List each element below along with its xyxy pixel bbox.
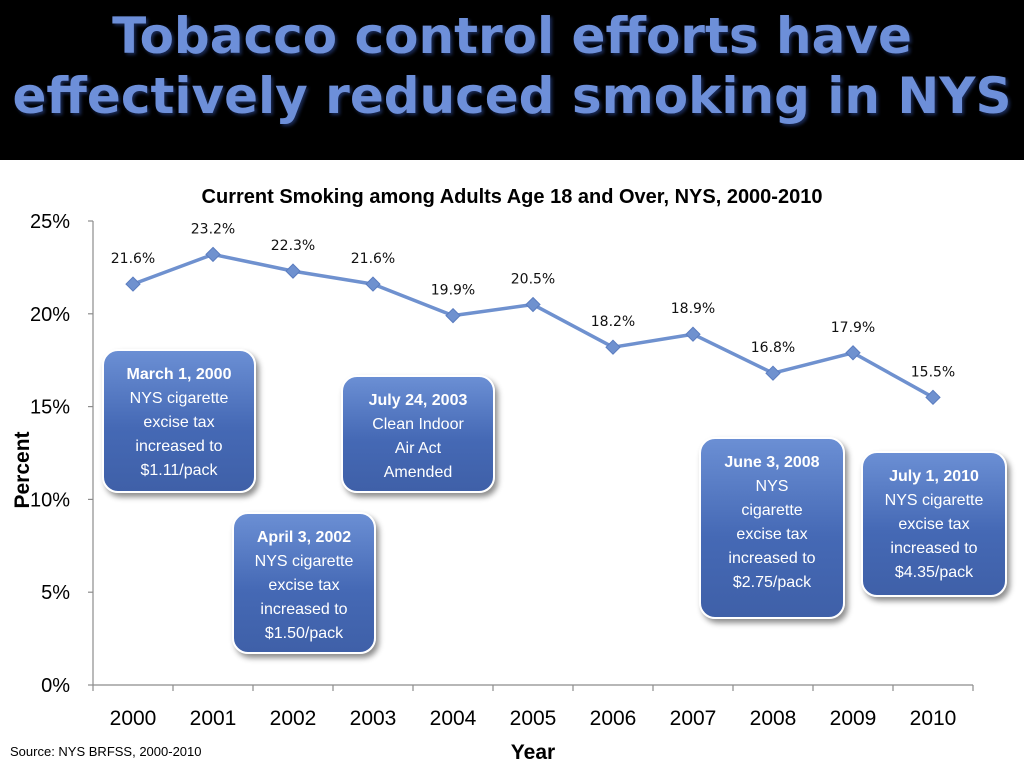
data-point-marker [925, 389, 941, 406]
data-label: 18.9% [671, 301, 715, 317]
data-label: 15.5% [911, 364, 955, 380]
slide-title-line-1: Tobacco control efforts have [112, 7, 912, 65]
data-label: 16.8% [751, 340, 795, 356]
callout-date: July 1, 2010 [889, 468, 979, 485]
data-label: 23.2% [191, 221, 235, 237]
data-point-marker [365, 276, 381, 292]
callout-body: Clean Indoor Air Act Amended [372, 416, 464, 481]
callout-march-2000: March 1, 2000 NYS cigarette excise tax i… [102, 349, 256, 493]
callout-date: March 1, 2000 [126, 366, 232, 383]
data-point-marker [765, 365, 781, 381]
callout-date: April 3, 2002 [256, 529, 352, 546]
slide-title-line-2: effectively reduced smoking in NYS [12, 67, 1012, 125]
callout-body: NYS cigarette excise tax increased to $4… [884, 492, 984, 581]
callout-july-2003: July 24, 2003 Clean Indoor Air Act Amend… [341, 375, 495, 493]
data-label: 21.6% [351, 251, 395, 267]
y-tick-label: 15% [30, 397, 70, 419]
data-label: 21.6% [111, 251, 155, 267]
x-tick-label: 2003 [350, 707, 397, 730]
x-tick-label: 2010 [910, 707, 957, 730]
callout-june-2008: June 3, 2008 NYS cigarette excise tax in… [699, 437, 845, 619]
data-point-marker [125, 276, 141, 292]
data-label: 17.9% [831, 320, 875, 336]
data-label: 22.3% [271, 238, 315, 254]
source-note: Source: NYS BRFSS, 2000-2010 [10, 744, 202, 759]
x-tick-label: 2006 [590, 707, 637, 730]
data-point-marker [605, 339, 621, 355]
callout-body: NYS cigarette excise tax increased to $1… [129, 390, 229, 479]
y-tick-label: 5% [41, 582, 70, 604]
x-tick-label: 2008 [750, 707, 797, 730]
x-axis-title: Year [511, 741, 555, 764]
data-label: 20.5% [511, 272, 555, 288]
y-axis-title: Percent [11, 431, 34, 508]
title-banner: Tobacco control efforts have effectively… [0, 0, 1024, 160]
callout-body: NYS cigarette excise tax increased to $1… [254, 553, 354, 642]
y-tick-label: 25% [30, 211, 70, 233]
y-tick-label: 10% [30, 489, 70, 511]
callout-april-2002: April 3, 2002 NYS cigarette excise tax i… [232, 512, 376, 654]
callout-date: June 3, 2008 [724, 454, 820, 471]
data-label: 19.9% [431, 283, 475, 299]
data-point-marker [285, 263, 301, 279]
slide-title: Tobacco control efforts have effectively… [0, 6, 1024, 126]
callout-date: July 24, 2003 [368, 392, 468, 409]
data-label: 18.2% [591, 314, 635, 330]
x-tick-label: 2004 [430, 707, 477, 730]
chart-title: Current Smoking among Adults Age 18 and … [201, 186, 823, 208]
y-tick-label: 20% [30, 304, 70, 326]
data-point-marker [205, 246, 221, 263]
x-tick-label: 2007 [670, 707, 717, 730]
x-tick-label: 2000 [110, 707, 157, 730]
x-tick-label: 2001 [190, 707, 237, 730]
callout-july-2010: July 1, 2010 NYS cigarette excise tax in… [861, 451, 1007, 597]
x-tick-label: 2005 [510, 707, 557, 730]
callout-body: NYS cigarette excise tax increased to $2… [728, 478, 816, 591]
data-point-marker [445, 307, 461, 324]
data-point-marker [685, 326, 701, 342]
data-point-marker [525, 296, 541, 313]
x-tick-label: 2002 [270, 707, 317, 730]
y-tick-label: 0% [41, 675, 70, 697]
data-point-marker [845, 345, 861, 361]
x-tick-label: 2009 [830, 707, 877, 730]
